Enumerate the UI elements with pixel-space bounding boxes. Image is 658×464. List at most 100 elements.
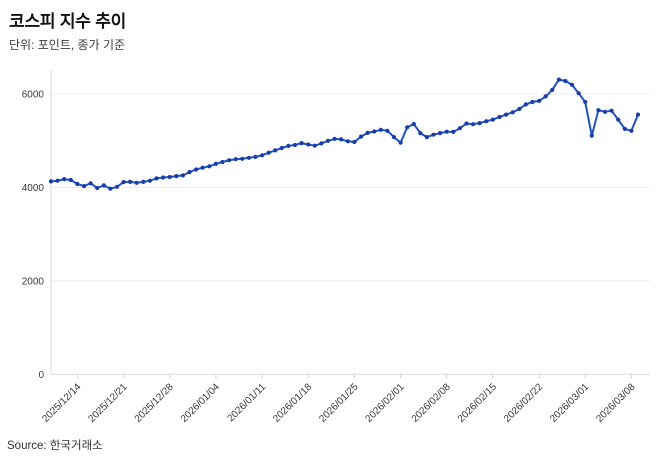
data-point-marker [411,121,416,127]
x-tick-label: 2026/02/08 [410,381,453,424]
data-point-marker [75,181,80,187]
x-tick-label: 2025/12/28 [133,381,176,424]
data-point-marker [339,137,344,142]
data-point-marker [497,114,502,120]
data-point-marker [167,174,172,180]
data-point-marker [299,141,304,146]
data-point-marker [609,108,614,113]
data-point-marker [556,77,562,82]
x-tick-label: 2026/03/08 [594,381,637,424]
x-tick-label: 2026/03/01 [548,381,591,424]
data-point-marker [629,128,634,133]
data-point-marker [444,129,449,134]
data-point-marker [161,175,166,180]
data-point-marker [602,109,608,114]
x-tick-label: 2026/02/01 [364,381,407,424]
data-point-marker [550,87,555,92]
data-point-marker [207,164,212,169]
data-point-marker [596,108,601,113]
data-point-marker [147,178,152,183]
data-point-marker [576,91,581,96]
data-point-marker [484,119,489,124]
data-point-marker [108,186,113,191]
data-point-marker [471,122,476,127]
data-point-marker [352,139,357,145]
x-tick-label: 2026/02/22 [502,381,545,424]
data-point-marker [240,156,245,161]
data-point-marker [95,185,100,191]
data-point-marker [227,158,232,163]
data-point-marker [286,143,291,148]
x-tick-label: 2026/01/18 [271,381,314,424]
data-point-marker [583,99,588,105]
data-point-marker [174,174,179,179]
x-tick-label: 2025/12/21 [86,381,129,424]
y-tick-label: 4000 [22,183,45,194]
data-point-marker [451,129,456,134]
data-point-marker [194,167,199,172]
data-point-marker [306,142,311,147]
x-tick-label: 2025/12/14 [40,381,83,424]
x-tick-label: 2026/01/11 [226,381,269,424]
data-point-marker [141,179,146,184]
data-point-marker [431,132,436,137]
data-point-marker [563,78,568,84]
data-point-marker [543,94,548,99]
page-title: 코스피 지수 추이 [9,12,127,31]
data-point-marker [569,82,575,87]
data-point-marker [213,161,218,166]
data-point-marker [438,131,443,136]
data-point-marker [128,179,133,184]
data-point-marker [537,98,542,103]
data-point-marker [81,184,87,189]
data-point-marker [365,130,370,135]
data-point-marker [154,176,159,181]
data-point-marker [260,153,265,158]
data-point-marker [358,134,364,139]
data-point-marker [517,106,522,112]
data-point-marker [246,155,251,160]
data-point-marker [233,157,238,162]
data-point-marker [398,140,403,145]
data-point-marker [504,112,509,117]
data-point-marker [490,117,495,122]
data-point-marker [187,170,192,175]
data-point-marker [418,131,423,136]
data-point-marker [510,110,515,115]
data-point-marker [477,121,482,126]
y-tick-label: 2000 [22,276,45,287]
kospi-series-line [50,78,639,190]
data-point-marker [253,154,258,159]
data-point-marker [424,135,429,140]
data-point-marker [312,143,317,148]
y-tick-label: 6000 [22,90,45,101]
data-point-marker [635,112,641,117]
data-point-marker [101,183,106,188]
data-point-marker [48,179,54,184]
data-point-marker [319,141,324,146]
data-point-marker [68,177,73,183]
data-point-marker [273,148,278,153]
data-point-marker [200,165,205,170]
data-point-marker [523,102,529,107]
data-point-marker [616,117,621,122]
data-point-marker [292,142,298,148]
data-point-marker [220,159,225,165]
data-point-marker [457,126,462,131]
y-tick-label: 0 [38,370,44,381]
data-point-marker [121,180,126,185]
source-note: Source: 한국거래소 [7,440,103,452]
data-point-marker [464,121,469,126]
data-point-marker [332,136,337,141]
data-point-marker [55,178,60,183]
data-point-marker [530,99,535,105]
data-point-marker [385,128,390,133]
data-point-marker [62,177,67,182]
data-point-marker [391,135,397,140]
x-tick-label: 2026/01/04 [179,381,222,424]
data-point-marker [622,126,627,131]
data-point-marker [266,150,271,155]
data-point-marker [279,145,284,151]
